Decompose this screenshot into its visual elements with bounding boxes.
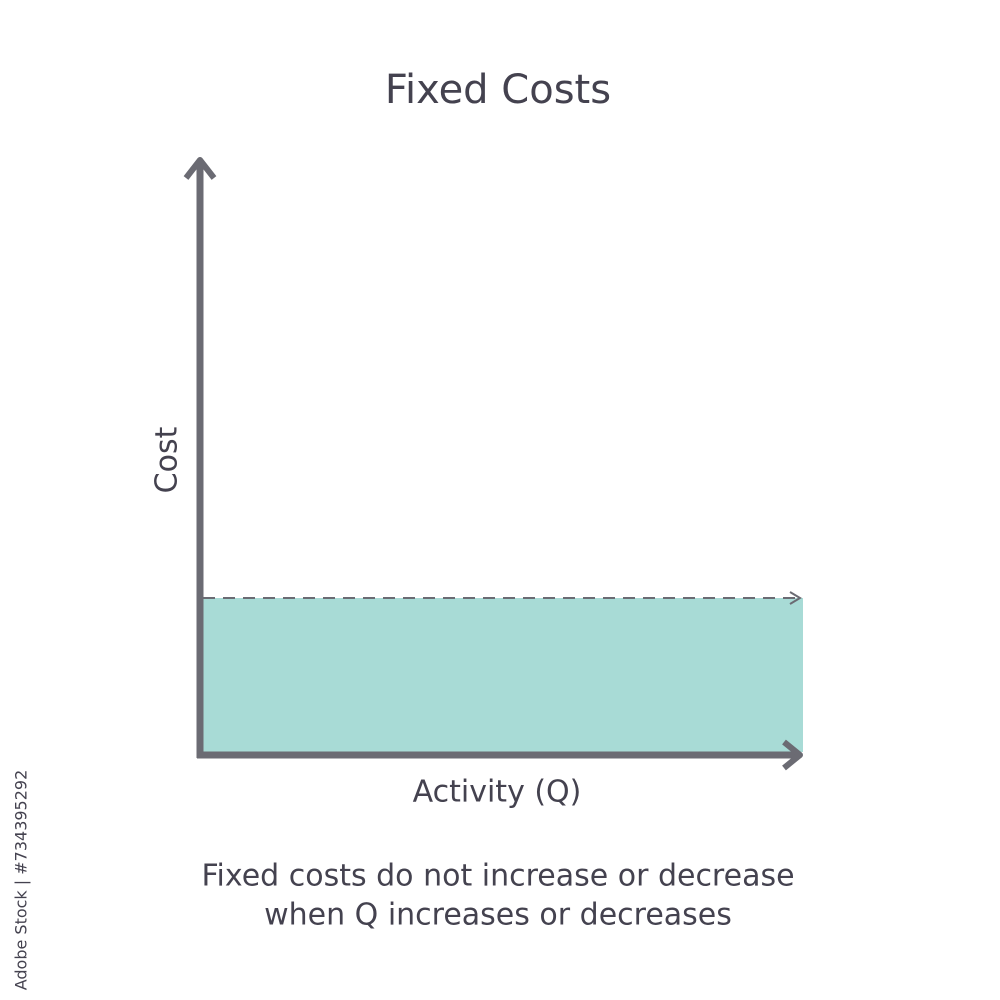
fixed-cost-arrow <box>789 591 802 605</box>
side-text: Adobe Stock | #734395292 <box>12 770 31 991</box>
x-axis-arrow <box>782 739 803 771</box>
caption-line: when Q increases or decreases <box>264 898 732 933</box>
y-axis-arrow <box>183 157 217 180</box>
caption-line: Fixed costs do not increase or decrease <box>201 859 794 894</box>
x-axis-label: Activity (Q) <box>413 775 582 810</box>
y-axis-label: Cost <box>150 426 185 493</box>
fixed-cost-area <box>203 598 803 752</box>
title: Fixed Costs <box>385 67 611 113</box>
